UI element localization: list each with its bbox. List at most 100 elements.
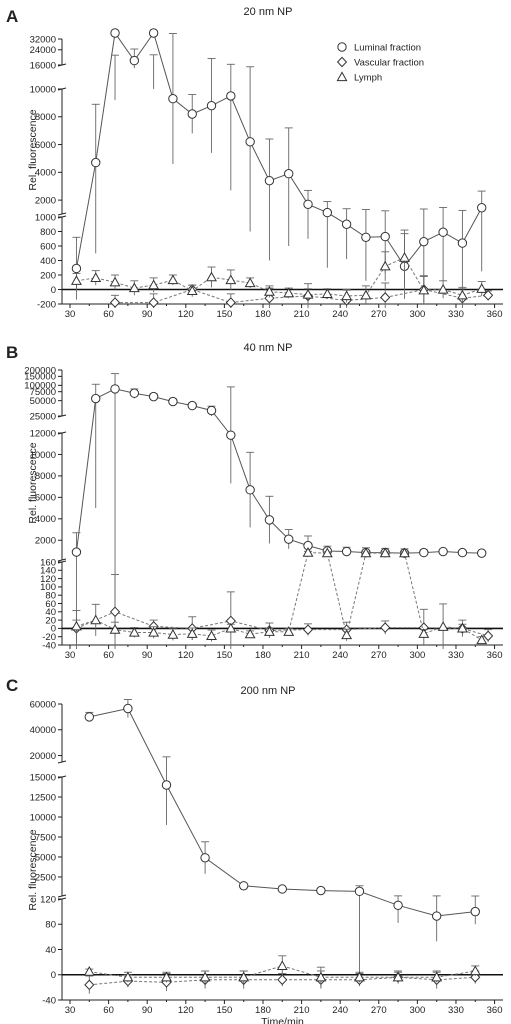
data-point-circle — [110, 384, 120, 394]
legend-entry: Vascular fraction — [354, 57, 424, 68]
data-point-triangle — [70, 620, 82, 631]
chart-title: 40 nm NP — [244, 342, 293, 354]
legend-entry: Luminal fraction — [354, 42, 421, 53]
y-tick-label: 10000 — [30, 450, 56, 461]
series-group — [70, 28, 494, 308]
data-point-circle — [110, 28, 120, 38]
data-point-triangle — [167, 629, 179, 639]
data-point-triangle — [456, 622, 468, 633]
data-point-triangle — [431, 971, 443, 982]
data-point-circle — [168, 396, 178, 407]
data-point-triangle — [244, 277, 256, 288]
x-tick-label: 210 — [294, 1005, 310, 1016]
legend-marker-circle — [337, 42, 347, 52]
data-point-triangle — [90, 614, 102, 625]
data-point-circle — [206, 405, 217, 416]
x-tick-label: 300 — [409, 1005, 425, 1016]
x-tick-label: 150 — [216, 309, 232, 320]
x-tick-label: 60 — [103, 309, 114, 320]
data-point-circle — [361, 232, 371, 243]
data-point-triangle — [148, 626, 160, 637]
data-point-circle — [84, 712, 94, 722]
x-tick-label: 210 — [294, 309, 310, 320]
data-point-circle — [129, 388, 140, 398]
y-tick-label: 16000 — [30, 60, 56, 71]
x-tick-label: 180 — [255, 309, 271, 320]
data-point-circle — [238, 881, 249, 891]
y-tick-label: 80 — [45, 920, 56, 931]
x-tick-label: 300 — [409, 309, 425, 320]
x-tick-label: 210 — [294, 650, 310, 661]
data-point-circle — [264, 515, 275, 525]
y-tick-label: 4000 — [35, 168, 56, 179]
y-axis-label: Rel. fluorescence — [27, 109, 39, 190]
panel-letter: B — [6, 343, 18, 362]
panel-letter: A — [6, 7, 18, 26]
data-point-circle — [264, 175, 275, 186]
data-point-triangle — [341, 629, 353, 640]
y-tick-label: -40 — [42, 995, 56, 1006]
data-point-circle — [187, 109, 197, 119]
axis-break-mark — [57, 894, 67, 898]
y-tick-label: 2000 — [35, 536, 56, 547]
y-tick-label: 600 — [40, 241, 56, 252]
data-point-circle — [419, 236, 429, 247]
data-point-triangle — [186, 628, 198, 638]
y-tick-label: 40 — [45, 607, 56, 618]
data-point-triangle — [399, 547, 410, 558]
data-point-triangle — [437, 621, 449, 631]
y-tick-label: 2500 — [35, 872, 56, 883]
x-tick-label: 360 — [487, 650, 503, 661]
y-tick-label: 120 — [40, 574, 56, 585]
axis-break-mark — [57, 414, 67, 418]
x-tick-label: 180 — [255, 650, 271, 661]
legend-marker-triangle — [336, 71, 348, 82]
series-group — [70, 373, 494, 649]
x-tick-label: 330 — [448, 650, 464, 661]
data-point-triangle — [83, 965, 95, 976]
data-point-diamond — [302, 624, 314, 635]
x-tick-label: 60 — [103, 650, 114, 661]
data-point-triangle — [90, 272, 102, 282]
y-tick-label: 25000 — [30, 411, 56, 422]
y-tick-label: 400 — [40, 256, 56, 267]
y-tick-label: 1000 — [35, 212, 56, 223]
data-point-circle — [148, 28, 159, 38]
y-tick-label: 200 — [40, 270, 56, 281]
data-point-triangle — [379, 547, 391, 558]
data-point-triangle — [109, 276, 121, 287]
data-point-triangle — [283, 626, 295, 636]
data-point-diamond — [109, 297, 121, 308]
y-tick-label: 6000 — [35, 493, 56, 504]
data-point-circle — [200, 853, 210, 863]
data-point-triangle — [392, 971, 404, 982]
data-point-triangle — [186, 285, 198, 296]
data-point-circle — [123, 703, 133, 714]
y-tick-label: 15000 — [30, 772, 56, 783]
y-tick-label: 20000 — [30, 751, 56, 762]
data-point-triangle — [244, 628, 256, 639]
x-tick-label: 330 — [448, 309, 464, 320]
data-point-diamond — [264, 292, 275, 304]
x-tick-label: 270 — [371, 650, 387, 661]
series-line-triangle — [76, 552, 482, 641]
series-group — [83, 699, 481, 994]
data-point-diamond — [380, 292, 391, 303]
y-tick-label: 10000 — [30, 84, 56, 95]
x-tick-label: 120 — [178, 309, 194, 320]
x-tick-label: 30 — [65, 1005, 76, 1016]
data-point-triangle — [360, 289, 372, 300]
data-point-circle — [354, 886, 365, 897]
data-point-circle — [226, 430, 236, 440]
data-point-circle — [431, 911, 442, 921]
data-point-triangle — [379, 260, 391, 271]
data-point-triangle — [418, 628, 430, 638]
data-point-triangle — [302, 546, 314, 557]
y-tick-label: 2000 — [35, 195, 56, 206]
y-tick-label: -200 — [37, 299, 56, 310]
chart-title: 20 nm NP — [244, 6, 293, 18]
y-tick-label: 8000 — [35, 112, 56, 123]
legend-marker-diamond — [336, 56, 348, 68]
y-tick-label: 7500 — [35, 832, 56, 843]
